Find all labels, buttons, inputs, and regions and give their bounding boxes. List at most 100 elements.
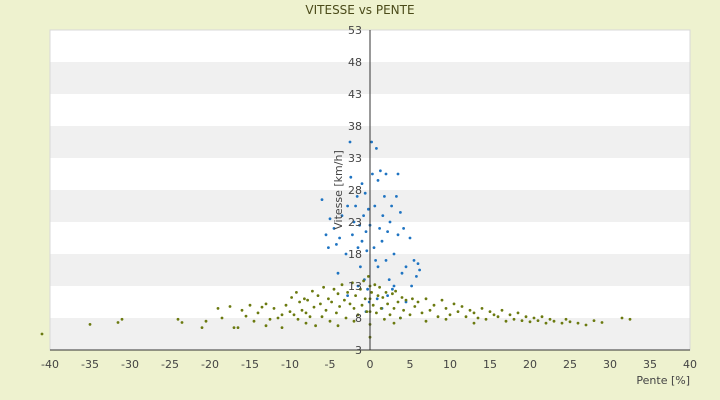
data-point (600, 321, 604, 324)
data-point (320, 315, 324, 319)
data-point (358, 223, 361, 227)
x-tick-label: -35 (81, 358, 99, 371)
data-point (343, 298, 346, 302)
data-point (346, 291, 349, 294)
data-point (460, 305, 464, 308)
data-point (378, 285, 381, 289)
y-tick-label: 3 (355, 344, 362, 357)
data-point (376, 265, 380, 269)
data-point (354, 204, 357, 208)
data-point (338, 236, 341, 240)
data-point (306, 298, 309, 302)
data-point (220, 316, 224, 320)
data-point (592, 319, 596, 322)
data-point (344, 252, 348, 256)
data-point (354, 294, 357, 297)
data-point (373, 283, 377, 287)
data-point (496, 315, 500, 319)
data-point (386, 302, 389, 306)
data-point (383, 317, 386, 321)
data-point (216, 307, 220, 310)
data-point (346, 204, 349, 208)
data-point (374, 259, 377, 262)
data-point (371, 303, 375, 307)
data-point (292, 313, 296, 317)
y-tick-label: 13 (348, 280, 362, 293)
data-point (399, 211, 402, 214)
data-point (436, 315, 440, 319)
data-point (304, 311, 308, 315)
data-point (500, 308, 504, 312)
data-point (476, 316, 480, 320)
data-point (552, 319, 556, 323)
data-point (413, 305, 417, 308)
data-point (391, 287, 394, 291)
data-point (319, 302, 322, 306)
data-point (320, 198, 324, 202)
data-point (379, 307, 383, 310)
data-point (351, 281, 354, 285)
data-point (508, 313, 512, 317)
x-tick-label: 20 (523, 358, 537, 371)
data-point (568, 320, 572, 324)
y-tick-label: 38 (348, 120, 362, 133)
data-point (327, 297, 330, 301)
data-point (264, 302, 268, 306)
data-point (373, 204, 377, 208)
data-point (332, 227, 336, 230)
data-point (316, 294, 320, 297)
data-point (366, 287, 369, 291)
data-point (256, 311, 260, 315)
y-tick-label: 48 (348, 56, 362, 69)
data-point (324, 308, 328, 312)
data-point (386, 230, 389, 234)
data-point (379, 169, 382, 173)
data-point (410, 284, 413, 288)
y-tick-label: 28 (348, 184, 362, 197)
data-point (328, 319, 332, 323)
data-point (468, 308, 472, 312)
data-point (404, 298, 408, 302)
x-tick-label: -5 (325, 358, 336, 371)
data-point (520, 319, 524, 322)
data-point (444, 307, 448, 310)
chart-title: VITESSE vs PENTE (305, 3, 414, 17)
data-point (381, 214, 385, 218)
data-point (284, 303, 288, 307)
data-point (484, 317, 488, 321)
data-point (336, 271, 340, 275)
data-point (402, 227, 405, 230)
data-point (240, 308, 244, 312)
data-point (308, 315, 312, 319)
data-point (362, 214, 365, 218)
x-tick-label: -20 (201, 358, 219, 371)
data-point (532, 316, 536, 320)
data-point (440, 298, 444, 302)
data-point (400, 271, 404, 275)
tick-labels: -40 -35 -30 -25 -20 -15 -10 -5 0 5 10 15 20 25 30 35 40 3… (41, 24, 697, 371)
x-tick-label: -25 (161, 358, 179, 371)
data-point (204, 319, 208, 323)
data-point (300, 308, 304, 312)
data-point (424, 319, 428, 323)
data-point (280, 313, 284, 317)
data-point (548, 317, 552, 321)
data-point (544, 321, 548, 325)
data-point (512, 317, 516, 321)
data-point (352, 307, 356, 310)
data-point (416, 300, 420, 304)
data-point (375, 147, 378, 150)
data-point (120, 317, 124, 321)
data-point (452, 302, 456, 306)
data-point (352, 319, 356, 323)
data-point (564, 317, 568, 321)
data-point (280, 326, 284, 329)
data-point (328, 217, 332, 221)
x-tick-label: -30 (121, 358, 139, 371)
data-point (371, 172, 374, 176)
data-point (456, 310, 460, 313)
data-point (228, 305, 232, 308)
data-point (367, 275, 370, 278)
data-point (303, 297, 306, 301)
